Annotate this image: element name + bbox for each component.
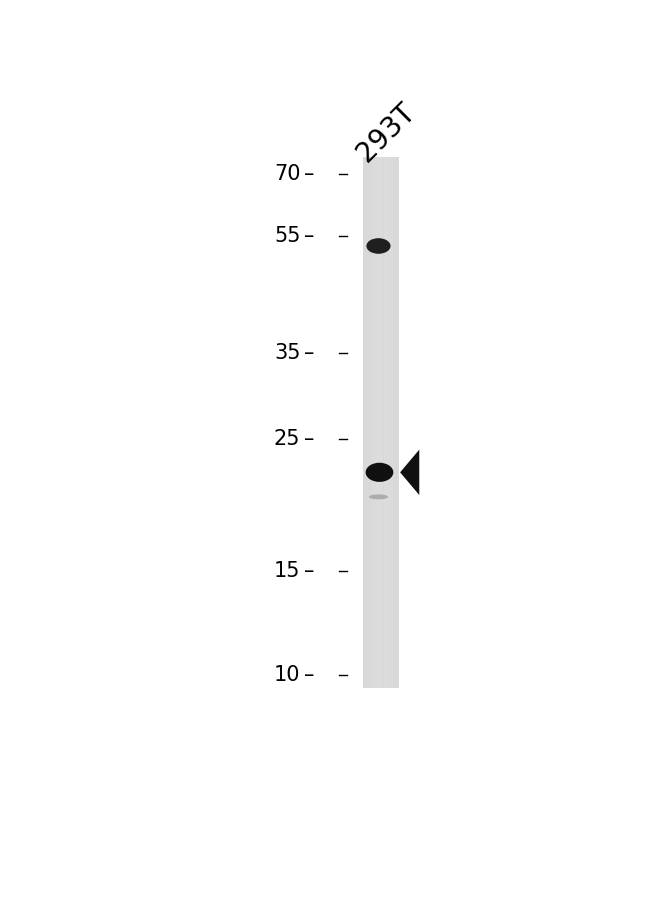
- Bar: [368, 157, 370, 689]
- Text: 55: 55: [274, 227, 300, 247]
- Text: 293T: 293T: [352, 98, 421, 168]
- Bar: [381, 157, 384, 689]
- Bar: [384, 157, 386, 689]
- Bar: [365, 157, 368, 689]
- Text: –: –: [304, 429, 315, 449]
- Text: –: –: [304, 561, 315, 581]
- Text: 25: 25: [274, 429, 300, 449]
- Bar: [376, 157, 378, 689]
- Bar: [363, 157, 365, 689]
- Text: 15: 15: [274, 561, 300, 581]
- Bar: [391, 157, 394, 689]
- Polygon shape: [400, 449, 419, 495]
- Bar: [370, 157, 373, 689]
- Text: 70: 70: [274, 164, 300, 184]
- Text: –: –: [304, 343, 315, 363]
- Text: 10: 10: [274, 665, 300, 685]
- Ellipse shape: [369, 495, 388, 499]
- Text: –: –: [304, 227, 315, 247]
- Text: –: –: [304, 665, 315, 685]
- Ellipse shape: [367, 239, 391, 254]
- Bar: [394, 157, 396, 689]
- Bar: [373, 157, 376, 689]
- Bar: [389, 157, 391, 689]
- Bar: [396, 157, 399, 689]
- Bar: [399, 157, 402, 689]
- Text: –: –: [304, 164, 315, 184]
- Ellipse shape: [365, 462, 393, 482]
- Text: 35: 35: [274, 343, 300, 363]
- Bar: [378, 157, 381, 689]
- Bar: [363, 157, 399, 689]
- Bar: [386, 157, 389, 689]
